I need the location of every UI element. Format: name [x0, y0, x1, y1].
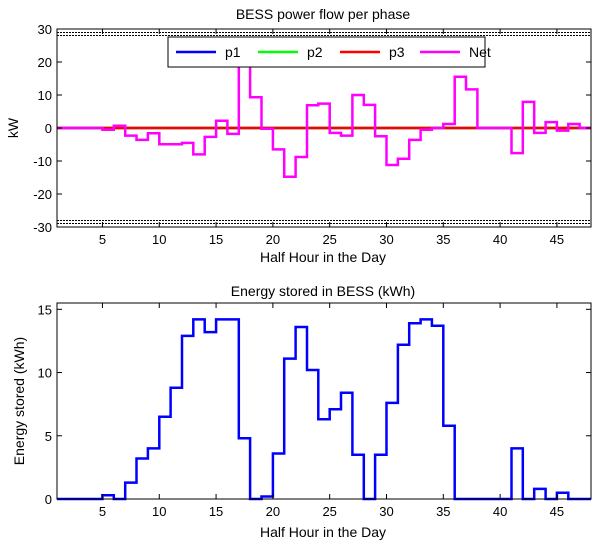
- power-flow-limit-lines: [57, 31, 591, 225]
- energy-stored-x-axis-label: Half Hour in the Day: [260, 524, 386, 540]
- x-tick-label: 25: [322, 504, 336, 519]
- y-tick-label: 30: [38, 22, 52, 37]
- x-tick-label: 40: [493, 504, 507, 519]
- y-tick-label: 0: [45, 492, 52, 507]
- x-tick-label: 30: [379, 232, 393, 247]
- energy-stored-plot-frame: [56, 302, 592, 500]
- x-tick-label: 5: [99, 232, 106, 247]
- power-flow-title: BESS power flow per phase: [236, 6, 411, 22]
- power-flow-x-axis-label: Half Hour in the Day: [260, 249, 386, 265]
- y-tick-label: 5: [45, 429, 52, 444]
- x-tick-label: 10: [152, 504, 166, 519]
- x-tick-label: 30: [379, 504, 393, 519]
- x-tick-label: 5: [99, 504, 106, 519]
- y-tick-label: 20: [38, 55, 52, 70]
- energy-stored-chart: Energy stored in BESS (kWh) 5 10 15 20 25 30 3…: [11, 283, 592, 540]
- x-tick-label: 20: [266, 232, 280, 247]
- y-tick-label: -10: [33, 154, 52, 169]
- energy-stored-y-axis-label: Energy stored (kWh): [11, 337, 27, 465]
- x-tick-label: 20: [266, 504, 280, 519]
- y-tick-label: 10: [38, 88, 52, 103]
- power-flow-series: [57, 64, 591, 179]
- power-flow-legend: p1 p2 p3 Net: [167, 36, 491, 68]
- energy-stored-plot-area: [57, 303, 591, 499]
- legend-label-p1: p1: [225, 44, 241, 60]
- power-flow-chart: BESS power flow per phase 5 10 15 20 25 30 35 4…: [5, 6, 592, 265]
- legend-label-p2: p2: [307, 44, 323, 60]
- power-flow-x-ticks: 5 10 15 20 25 30 35 40 45: [99, 29, 564, 247]
- x-tick-label: 35: [436, 232, 450, 247]
- y-tick-label: 0: [45, 121, 52, 136]
- energy-stored-y-ticks: 0 5 10 15: [38, 302, 591, 507]
- x-tick-label: 15: [209, 232, 223, 247]
- x-tick-label: 35: [436, 504, 450, 519]
- power-flow-y-axis-label: kW: [5, 117, 21, 138]
- y-tick-label: -30: [33, 220, 52, 235]
- x-tick-label: 25: [322, 232, 336, 247]
- x-tick-label: 10: [152, 232, 166, 247]
- y-tick-label: 15: [38, 302, 52, 317]
- x-tick-label: 45: [550, 232, 564, 247]
- x-tick-label: 40: [493, 232, 507, 247]
- energy-stored-x-ticks: 5 10 15 20 25 30 35 40 45: [99, 303, 564, 519]
- power-flow-y-ticks: -30 -20 -10 0 10 20 30: [33, 22, 591, 235]
- y-tick-label: -20: [33, 187, 52, 202]
- x-tick-label: 45: [550, 504, 564, 519]
- legend-label-p3: p3: [389, 44, 405, 60]
- series-line-net: [57, 64, 591, 179]
- legend-label-net: Net: [469, 44, 491, 60]
- y-tick-label: 10: [38, 366, 52, 381]
- x-tick-label: 15: [209, 504, 223, 519]
- energy-stored-title: Energy stored in BESS (kWh): [231, 283, 415, 299]
